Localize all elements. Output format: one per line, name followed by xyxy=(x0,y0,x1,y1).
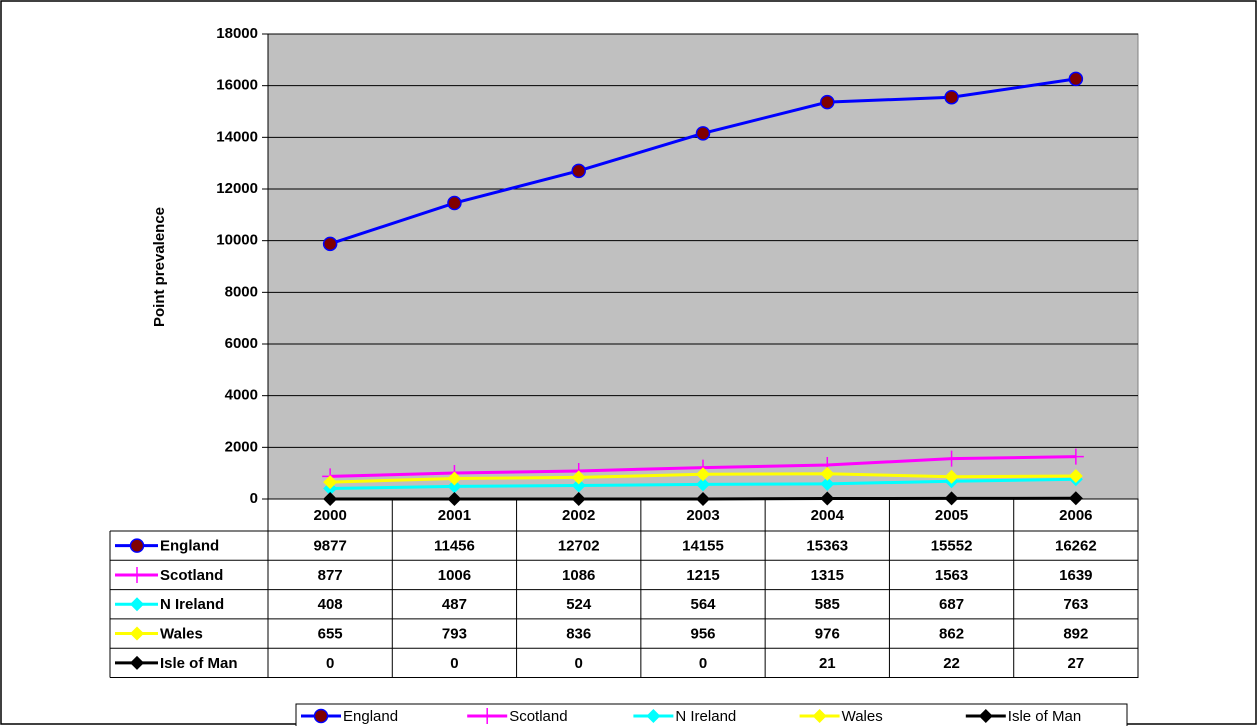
marker xyxy=(820,476,835,491)
y-tick-label: 12000 xyxy=(216,180,258,197)
table-value: 0 xyxy=(450,655,458,672)
x-tick-label: 2001 xyxy=(438,507,471,524)
marker xyxy=(571,163,586,179)
table-value: 15552 xyxy=(931,538,973,555)
marker xyxy=(571,470,586,485)
table-value: 0 xyxy=(575,655,583,672)
marker xyxy=(1068,468,1083,483)
marker xyxy=(130,597,144,612)
marker xyxy=(646,709,661,723)
marker xyxy=(944,469,959,484)
marker xyxy=(130,655,144,670)
marker xyxy=(695,126,711,141)
marker xyxy=(322,236,338,252)
y-tick-label: 2000 xyxy=(225,438,258,455)
table-value: 14155 xyxy=(682,538,724,555)
marker xyxy=(571,478,586,493)
table-value: 793 xyxy=(442,626,467,643)
table-value: 0 xyxy=(699,655,707,672)
table-row-label: Isle of Man xyxy=(160,655,238,672)
legend-label: England xyxy=(343,708,398,725)
marker xyxy=(812,709,827,723)
marker xyxy=(323,475,338,490)
table-value: 16262 xyxy=(1055,538,1097,555)
table-value: 862 xyxy=(939,626,964,643)
legend-label: Isle of Man xyxy=(1008,708,1081,725)
table-value: 1215 xyxy=(686,567,719,584)
x-tick-label: 2003 xyxy=(686,507,719,524)
marker xyxy=(820,466,835,481)
y-tick-label: 10000 xyxy=(216,232,258,249)
marker xyxy=(447,479,462,494)
table-value: 487 xyxy=(442,596,467,613)
table-value: 1006 xyxy=(438,567,471,584)
marker xyxy=(130,626,144,641)
table-value: 892 xyxy=(1063,626,1088,643)
table-value: 836 xyxy=(566,626,591,643)
marker xyxy=(129,566,145,583)
table-row-label: England xyxy=(160,538,219,555)
table-value: 687 xyxy=(939,596,964,613)
marker xyxy=(1067,448,1084,465)
y-tick-label: 18000 xyxy=(216,25,258,42)
table-value: 9877 xyxy=(313,538,346,555)
marker xyxy=(820,94,835,110)
table-value: 956 xyxy=(690,626,715,643)
marker xyxy=(944,89,959,105)
table-value: 655 xyxy=(318,626,343,643)
table-value: 1315 xyxy=(811,567,844,584)
table-value: 585 xyxy=(815,596,840,613)
y-tick-label: 8000 xyxy=(225,283,258,300)
y-tick-label: 4000 xyxy=(225,387,258,404)
marker xyxy=(944,491,959,506)
table-value: 0 xyxy=(326,655,334,672)
table-value: 408 xyxy=(318,596,343,613)
x-tick-label: 2002 xyxy=(562,507,595,524)
x-tick-label: 2005 xyxy=(935,507,968,524)
legend-label: N Ireland xyxy=(675,708,736,725)
x-tick-label: 2004 xyxy=(811,507,845,524)
marker xyxy=(447,195,462,211)
table-value: 21 xyxy=(819,655,836,672)
x-tick-label: 2000 xyxy=(313,507,346,524)
table-value: 27 xyxy=(1068,655,1085,672)
legend-label: Scotland xyxy=(509,708,567,725)
table-value: 877 xyxy=(318,567,343,584)
marker xyxy=(978,709,993,723)
y-tick-label: 6000 xyxy=(225,335,258,352)
table-row-label: N Ireland xyxy=(160,596,224,613)
marker xyxy=(1068,71,1084,87)
y-tick-label: 14000 xyxy=(216,128,258,145)
marker xyxy=(1068,491,1083,506)
plot-area xyxy=(267,33,1139,500)
marker xyxy=(696,467,710,482)
table-value: 1086 xyxy=(562,567,595,584)
table-value: 12702 xyxy=(558,538,600,555)
marker xyxy=(129,538,145,553)
table-value: 22 xyxy=(943,655,960,672)
table-value: 11456 xyxy=(434,538,475,555)
legend xyxy=(295,703,1128,726)
table-value: 524 xyxy=(566,596,592,613)
table-value: 564 xyxy=(690,596,716,613)
table-value: 976 xyxy=(815,626,840,643)
marker xyxy=(943,450,960,467)
y-tick-label: 16000 xyxy=(216,77,258,94)
marker xyxy=(447,471,462,486)
marker xyxy=(820,491,835,506)
table-value: 1639 xyxy=(1059,567,1092,584)
legend-label: Wales xyxy=(842,708,883,725)
marker xyxy=(696,477,710,492)
table-row-label: Wales xyxy=(160,626,203,643)
y-tick-label: 0 xyxy=(250,490,258,507)
table-row-label: Scotland xyxy=(160,567,223,584)
y-axis-label: Point prevalence xyxy=(151,207,168,327)
marker xyxy=(479,708,496,724)
x-tick-label: 2006 xyxy=(1059,507,1092,524)
marker xyxy=(313,708,329,724)
table-value: 1563 xyxy=(935,567,968,584)
table-value: 15363 xyxy=(806,538,848,555)
table-value: 763 xyxy=(1063,596,1088,613)
